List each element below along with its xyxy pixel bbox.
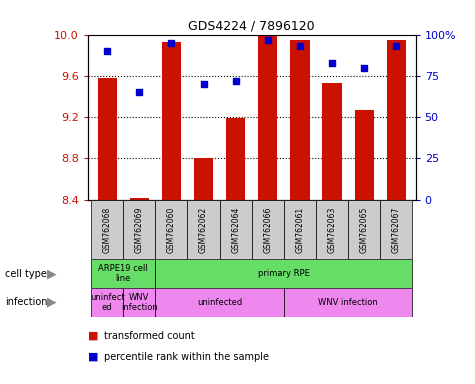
Text: WNV
infection: WNV infection bbox=[121, 293, 158, 312]
Text: GSM762067: GSM762067 bbox=[392, 206, 401, 253]
Bar bbox=[219, 200, 252, 259]
Bar bbox=[284, 288, 412, 317]
Bar bbox=[188, 200, 219, 259]
Text: GSM762069: GSM762069 bbox=[135, 206, 144, 253]
Bar bbox=[323, 83, 342, 200]
Text: ▶: ▶ bbox=[48, 267, 57, 280]
Bar bbox=[123, 288, 155, 317]
Text: cell type: cell type bbox=[5, 268, 47, 279]
Bar bbox=[226, 118, 245, 200]
Bar bbox=[123, 200, 155, 259]
Text: GSM762066: GSM762066 bbox=[263, 206, 272, 253]
Text: GSM762068: GSM762068 bbox=[103, 206, 112, 253]
Point bbox=[168, 40, 175, 46]
Text: percentile rank within the sample: percentile rank within the sample bbox=[104, 352, 269, 362]
Text: primary RPE: primary RPE bbox=[258, 269, 310, 278]
Point bbox=[392, 43, 400, 49]
Bar bbox=[290, 40, 310, 200]
Bar bbox=[284, 200, 316, 259]
Point bbox=[328, 60, 336, 66]
Point bbox=[264, 36, 272, 43]
Text: ■: ■ bbox=[88, 331, 102, 341]
Point bbox=[232, 78, 239, 84]
Bar bbox=[354, 110, 374, 200]
Bar bbox=[130, 198, 149, 200]
Bar bbox=[380, 200, 412, 259]
Bar bbox=[155, 288, 284, 317]
Point bbox=[104, 48, 111, 54]
Point bbox=[361, 65, 368, 71]
Text: GSM762060: GSM762060 bbox=[167, 206, 176, 253]
Bar bbox=[252, 200, 284, 259]
Text: WNV infection: WNV infection bbox=[318, 298, 378, 307]
Point bbox=[135, 89, 143, 96]
Point bbox=[200, 81, 208, 87]
Text: GSM762061: GSM762061 bbox=[295, 206, 304, 253]
Text: GSM762064: GSM762064 bbox=[231, 206, 240, 253]
Bar bbox=[387, 40, 406, 200]
Bar bbox=[97, 78, 117, 200]
Bar bbox=[91, 288, 123, 317]
Text: GSM762065: GSM762065 bbox=[360, 206, 369, 253]
Bar bbox=[155, 200, 188, 259]
Bar bbox=[91, 200, 123, 259]
Text: ■: ■ bbox=[88, 352, 102, 362]
Bar bbox=[194, 158, 213, 200]
Text: ▶: ▶ bbox=[48, 296, 57, 309]
Bar bbox=[155, 259, 412, 288]
Bar bbox=[258, 36, 277, 200]
Bar bbox=[348, 200, 380, 259]
Text: GSM762062: GSM762062 bbox=[199, 206, 208, 253]
Text: ARPE19 cell
line: ARPE19 cell line bbox=[98, 264, 148, 283]
Bar bbox=[91, 259, 155, 288]
Title: GDS4224 / 7896120: GDS4224 / 7896120 bbox=[189, 19, 315, 32]
Text: uninfect
ed: uninfect ed bbox=[90, 293, 124, 312]
Bar bbox=[316, 200, 348, 259]
Text: transformed count: transformed count bbox=[104, 331, 195, 341]
Text: infection: infection bbox=[5, 297, 47, 308]
Point bbox=[296, 43, 304, 49]
Bar bbox=[162, 42, 181, 200]
Text: GSM762063: GSM762063 bbox=[328, 206, 337, 253]
Text: uninfected: uninfected bbox=[197, 298, 242, 307]
